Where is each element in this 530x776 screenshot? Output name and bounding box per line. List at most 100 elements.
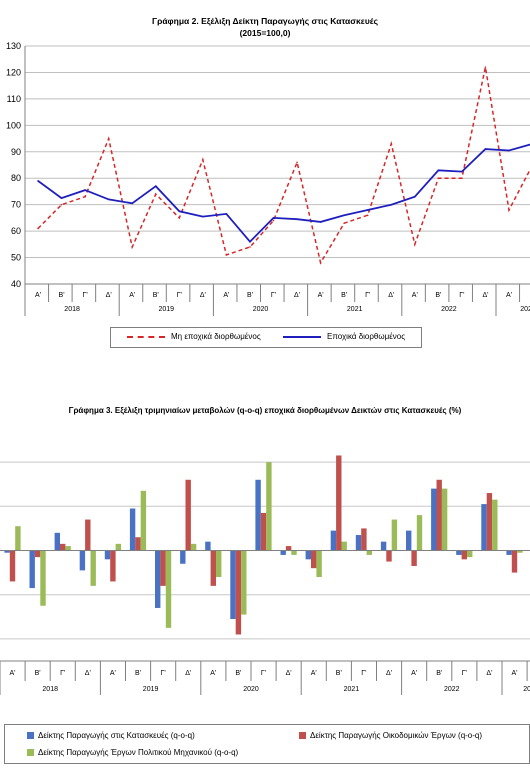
x-quarter-label: Α' [506,292,512,299]
x-quarter-label: Γ' [177,292,182,299]
data-point [131,246,133,248]
bar-series-0 [79,550,86,571]
data-point [508,209,510,211]
data-point [154,193,157,195]
x-year-label: 2019 [159,306,175,313]
bar-series-2 [492,499,498,551]
data-point [202,215,204,218]
bar-series-2 [241,550,247,615]
y-tick-label: 110 [7,94,21,104]
data-point [225,254,228,256]
data-point [272,217,275,219]
bar-series-1 [411,550,417,566]
x-year-label: 2021 [344,686,360,693]
y-tick-label: 130 [6,41,21,51]
x-quarter-label: Β' [135,670,141,677]
legend-item-total: Δείκτης Παραγωγής στις Κατασκευές (q-o-q… [27,731,195,740]
bar-series-2 [391,519,398,551]
data-point [484,66,487,68]
x-quarter-label: Β' [341,292,347,299]
bar-series-0 [129,508,136,551]
bar-series-0 [330,530,337,551]
bar-series-0 [155,550,161,608]
data-point [343,222,345,224]
data-point [484,148,487,150]
x-quarter-label: Δ' [185,670,191,677]
bar-series-0 [255,479,261,551]
bar-series-2 [517,550,523,553]
series-line-1 [37,143,530,244]
x-quarter-label: Α' [129,292,135,299]
bar-series-1 [461,550,467,560]
data-point [178,217,181,219]
x-quarter-label: Γ' [60,670,65,677]
x-quarter-label: Α' [35,292,41,299]
bar-series-1 [210,550,216,586]
chart3-title: Γράφημα 3. Εξέλιξη τριμηνιαίων μεταβολών… [68,406,462,415]
x-quarter-label: Α' [223,292,229,299]
bar-series-1 [235,550,242,635]
bar-series-2 [366,550,372,555]
data-point [437,177,440,180]
bar-series-2 [115,543,121,551]
chart2-legend: Μη εποχικά διορθωμένος Εποχικά διορθωμέν… [110,327,422,348]
x-quarter-label: Α' [318,292,324,299]
data-point [390,203,393,206]
x-year-label: 2023 [520,306,530,313]
bar-series-0 [280,550,286,555]
data-point [225,213,228,215]
bar-series-1 [336,455,342,551]
bar-series-0 [456,550,462,555]
bar-series-2 [216,550,222,578]
bar-series-0 [4,550,10,553]
y-tick-label: 90 [11,147,21,157]
bar-series-0 [406,530,412,551]
legend-label-unadjusted: Μη εποχικά διορθωμένος [171,332,261,341]
series-line-0 [37,67,530,265]
x-quarter-label: Β' [247,292,253,299]
x-quarter-label: Δ' [106,292,112,299]
bar-series-2 [65,546,71,551]
x-quarter-label: Β' [59,292,65,299]
bar-series-0 [230,550,236,620]
x-quarter-label: Γ' [271,292,276,299]
data-point [437,169,440,172]
bar-series-0 [305,550,311,560]
x-quarter-label: Δ' [386,670,392,677]
legend-item-buildings: Δείκτης Παραγωγής Οικοδομικών Έργων (q-o… [299,731,482,740]
bar-series-1 [260,512,267,551]
data-point [131,202,133,205]
data-point [414,243,416,246]
bar-series-2 [316,550,322,578]
x-quarter-label: Γ' [365,292,370,299]
data-point [107,198,110,201]
legend-label-buildings: Δείκτης Παραγωγής Οικοδομικών Έργων (q-o… [310,731,483,740]
data-point [461,170,463,173]
data-point [60,203,63,206]
x-quarter-label: Γ' [261,670,266,677]
bar-series-2 [266,462,272,551]
bar-series-2 [341,541,347,551]
x-year-label: 2018 [64,306,80,313]
data-point [414,195,416,198]
x-quarter-label: Α' [411,670,417,677]
x-quarter-label: Β' [153,292,159,299]
bar-series-1 [386,550,392,562]
x-year-label: 2018 [42,686,58,693]
production-index-chart: Γράφημα 2. Εξέλιξη Δείκτη Παραγωγής στις… [0,0,530,364]
data-point [390,143,393,145]
bar-series-0 [54,532,60,551]
x-quarter-label: Δ' [486,670,492,677]
legend-item-civil: Δείκτης Παραγωγής Έργων Πολιτικού Μηχανι… [27,748,238,757]
x-year-label: 2020 [253,306,269,313]
data-point [461,177,463,180]
x-quarter-label: Γ' [462,670,467,677]
bar-series-1 [311,550,317,569]
x-quarter-label: Α' [9,670,15,677]
legend-label-civil: Δείκτης Παραγωγής Έργων Πολιτικού Μηχανι… [38,748,239,757]
x-quarter-label: Α' [210,670,216,677]
y-tick-label: 100 [6,120,21,130]
x-quarter-label: Β' [435,292,441,299]
chart2-subtitle: (2015=100,0) [239,28,291,38]
bar-series-0 [506,550,512,555]
